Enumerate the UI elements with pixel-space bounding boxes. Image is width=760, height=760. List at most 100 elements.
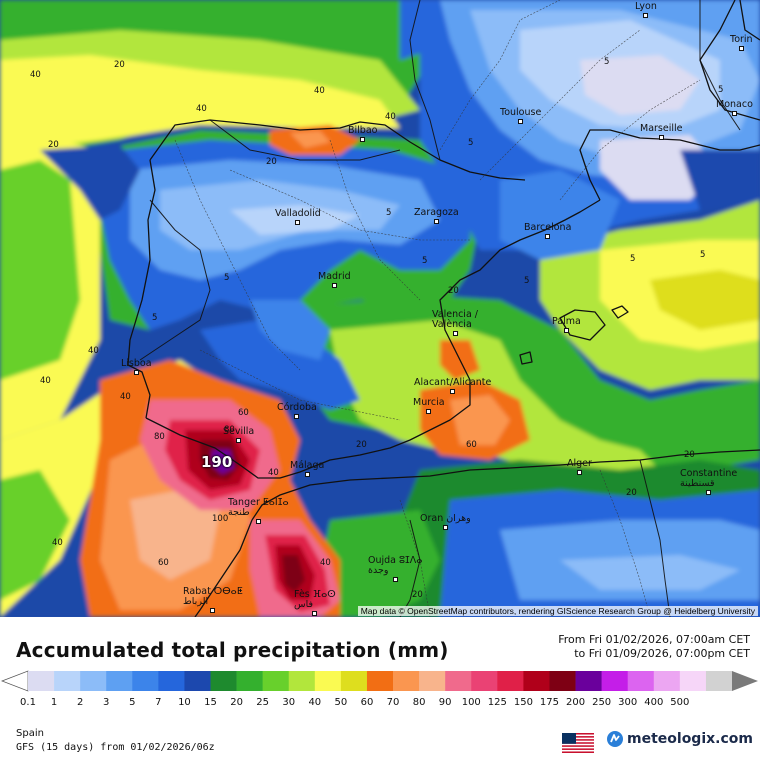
contour-label: 20 <box>266 157 277 167</box>
scale-cell <box>419 671 446 691</box>
city-valladolid: Valladolid <box>275 209 321 225</box>
city-marker-icon <box>295 220 301 225</box>
scale-tick-label: 50 <box>334 697 348 708</box>
scale-cell <box>106 671 133 691</box>
city-marker-icon <box>360 137 366 142</box>
city-fes: Fès ⴼⴰⵙ فاس <box>294 590 336 616</box>
scale-tick-label: 150 <box>513 697 533 708</box>
city-label: Monaco <box>716 99 753 110</box>
contour-label: 20 <box>412 590 423 600</box>
city-marker-icon <box>133 370 139 375</box>
city-label: Oujda ⵓⵊⴷⴰ وجدة <box>368 555 423 576</box>
city-oujda: Oujda ⵓⵊⴷⴰ وجدة <box>368 556 422 582</box>
contour-label: 60 <box>466 440 477 450</box>
contour-label: 5 <box>700 250 706 260</box>
scale-tick-label: 70 <box>386 697 400 708</box>
map-attribution: Map data © OpenStreetMap contributors, r… <box>357 606 758 616</box>
scale-tick-label: 30 <box>282 697 296 708</box>
city-murcia: Murcia <box>413 398 445 414</box>
contour-label: 40 <box>320 558 331 568</box>
contour-label: 60 <box>238 408 249 418</box>
scale-cell <box>262 671 290 691</box>
scale-cell <box>80 671 107 691</box>
city-label: Barcelona <box>524 222 572 233</box>
contour-label: 40 <box>385 112 396 122</box>
city-label: Toulouse <box>500 107 542 118</box>
contour-label: 20 <box>448 286 459 296</box>
scale-cell <box>236 671 263 691</box>
scale-cell <box>158 671 185 691</box>
city-marker-icon <box>738 46 744 51</box>
scale-cell <box>366 671 394 691</box>
brand-name: meteologix.com <box>627 731 753 747</box>
city-marker-icon <box>433 219 439 224</box>
scale-cell <box>549 671 576 691</box>
city-label: Constantine قسنطينة <box>680 468 738 489</box>
scale-cell <box>653 671 681 691</box>
city-marker-icon <box>304 472 310 477</box>
city-label: Murcia <box>413 397 445 408</box>
city-oran: Oran وهران <box>420 514 471 530</box>
meteologix-logo-icon <box>607 731 623 747</box>
contour-label: 5 <box>468 138 474 148</box>
scale-cell <box>679 671 707 691</box>
scale-tick-label: 10 <box>178 697 191 708</box>
contour-label: 40 <box>30 70 41 80</box>
scale-tick-label: 25 <box>256 697 270 708</box>
contour-label: 40 <box>40 376 51 386</box>
city-label: Palma <box>552 316 581 327</box>
city-madrid: Madrid <box>318 272 351 288</box>
scale-tick-label: 90 <box>438 697 452 708</box>
city-torino: Torin <box>730 35 753 51</box>
region-label: Spain <box>16 728 44 739</box>
city-marker-icon <box>255 519 261 524</box>
city-alicante: Alacant/Alicante <box>414 378 491 394</box>
contour-label: 40 <box>52 538 63 548</box>
scale-tick-label: 250 <box>592 697 612 708</box>
scale-tick-label: 125 <box>487 697 507 708</box>
scale-cell <box>28 671 55 691</box>
scale-cell <box>210 671 237 691</box>
scale-cell <box>471 671 498 691</box>
city-valencia: Valencia / València <box>432 310 478 336</box>
city-label: Valencia / València <box>432 309 478 330</box>
city-marker-icon <box>518 119 524 124</box>
brand[interactable]: meteologix.com <box>606 730 753 748</box>
city-label: Lyon <box>635 1 657 12</box>
scale-tick-label: 200 <box>566 697 586 708</box>
precipitation-map[interactable]: Lyon Torin Monaco Toulouse Marseille Bilbao Va… <box>0 0 760 617</box>
city-label: Sevilla <box>223 426 255 437</box>
city-marker-icon <box>563 328 569 333</box>
forecast-range: From Fri 01/02/2026, 07:00am CET to Fri … <box>558 633 750 661</box>
city-zaragoza: Zaragoza <box>414 208 459 224</box>
contour-label: 20 <box>684 450 695 460</box>
city-label: Alacant/Alicante <box>414 377 492 388</box>
city-marker-icon <box>450 389 456 394</box>
contour-label: 20 <box>626 488 637 498</box>
city-rabat: Rabat ⵔⴱⴰⵟ الرباط <box>183 587 243 613</box>
city-label: Córdoba <box>277 402 317 413</box>
scale-tick-label: 5 <box>129 697 136 708</box>
city-toulouse: Toulouse <box>500 108 541 124</box>
scale-tick-label: 400 <box>644 697 664 708</box>
city-marker-icon <box>452 331 458 336</box>
range-from: From Fri 01/02/2026, 07:00am CET <box>558 633 750 646</box>
legend-panel: Accumulated total precipitation (mm) Fro… <box>0 617 760 760</box>
city-label: Lisboa <box>121 358 152 369</box>
city-marseille: Marseille <box>640 124 682 140</box>
city-marker-icon <box>331 283 337 288</box>
contour-label: 5 <box>386 208 392 218</box>
color-scale-bar <box>1 670 758 692</box>
scale-cell <box>54 671 81 691</box>
contour-label: 40 <box>88 346 99 356</box>
scale-tick-label: 300 <box>618 697 638 708</box>
contour-label: 80 <box>154 432 165 442</box>
scale-tick-label: 2 <box>76 697 84 708</box>
scale-tick-label: 7 <box>155 697 162 708</box>
city-marker-icon <box>312 611 318 616</box>
us-flag-icon[interactable] <box>562 733 594 753</box>
city-monaco: Monaco <box>716 100 753 116</box>
city-label: Fès ⴼⴰⵙ فاس <box>294 589 336 610</box>
city-marker-icon <box>545 234 551 239</box>
scale-cell <box>314 671 342 691</box>
